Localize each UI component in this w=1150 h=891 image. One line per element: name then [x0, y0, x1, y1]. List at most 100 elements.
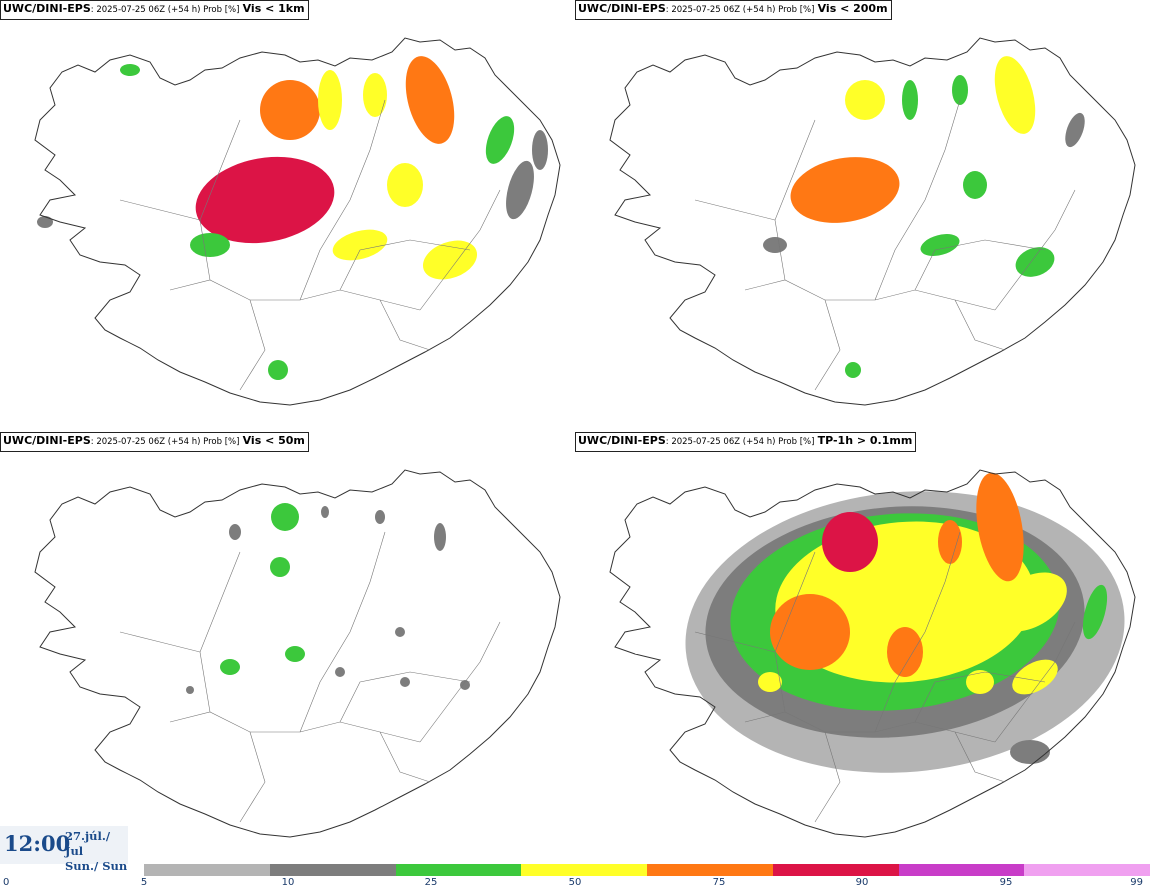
probability-area [332, 229, 388, 261]
probability-area [1010, 740, 1050, 764]
region-border [954, 299, 1006, 351]
iceland-map [34, 469, 561, 838]
coastline [34, 469, 561, 838]
probability-area [37, 216, 53, 228]
probability-area [506, 160, 534, 220]
probability-area [994, 56, 1036, 134]
colorbar-tick-label: 50 [568, 877, 582, 888]
region-border [914, 239, 1046, 291]
valid-time-box: 12:00 27.júl./ Jul Sun./ Sun [0, 826, 128, 873]
region-border [874, 99, 961, 301]
probability-area [920, 234, 960, 256]
region-border [954, 731, 1006, 783]
probability-area [1065, 112, 1085, 148]
probability-area [758, 672, 782, 692]
region-border [379, 731, 431, 783]
panel-title: UWC/DINI-EPS: 2025-07-25 06Z (+54 h) Pro… [0, 0, 309, 20]
probability-area [363, 73, 387, 117]
probability-area [976, 472, 1024, 582]
colorbar-segment [647, 864, 773, 876]
panel-title: UWC/DINI-EPS: 2025-07-25 06Z (+54 h) Pro… [575, 432, 917, 452]
probability-field [763, 56, 1085, 378]
coastline [34, 37, 561, 406]
colorbar-segment [395, 864, 522, 876]
probability-area [1012, 659, 1058, 695]
colorbar-segment [144, 864, 270, 876]
probability-area [845, 362, 861, 378]
region-border [814, 299, 841, 391]
iceland-map [609, 469, 1136, 838]
probability-area [186, 686, 194, 694]
colorbar-tick-label: 90 [855, 877, 869, 888]
map-panel-precip: UWC/DINI-EPS: 2025-07-25 06Z (+54 h) Pro… [575, 432, 1150, 864]
probability-area [887, 627, 923, 677]
colorbar-segment [898, 864, 1025, 876]
probability-area [1015, 247, 1055, 277]
probability-area [285, 646, 305, 662]
probability-area [485, 116, 515, 164]
probability-area [952, 75, 968, 105]
valid-time: 12:00 [4, 831, 71, 856]
iceland-map [34, 37, 561, 406]
colorbar-tick-label: 95 [999, 877, 1013, 888]
region-border [814, 731, 841, 823]
region-border [379, 299, 431, 351]
region-border [239, 731, 266, 823]
region-border [994, 189, 1076, 311]
probability-area [1082, 584, 1108, 640]
probability-area [318, 70, 342, 130]
coastline [609, 37, 1136, 406]
region-border [694, 631, 776, 653]
region-border [299, 531, 386, 733]
probability-area [220, 659, 240, 675]
region-border [774, 551, 816, 713]
probability-area [902, 80, 918, 120]
map-panel-vis-1km: UWC/DINI-EPS: 2025-07-25 06Z (+54 h) Pro… [0, 0, 575, 432]
probability-area [400, 677, 410, 687]
valid-date: 27.júl./ Jul Sun./ Sun [65, 829, 128, 874]
probability-area [190, 233, 230, 257]
panel-title: UWC/DINI-EPS: 2025-07-25 06Z (+54 h) Pro… [575, 0, 892, 20]
probability-area [375, 510, 385, 524]
probability-area [460, 680, 470, 690]
probability-area [434, 523, 446, 551]
probability-area [938, 520, 962, 564]
colorbar-segment [269, 864, 396, 876]
probability-area [532, 130, 548, 170]
valid-date-line2: Sun./ Sun [65, 859, 128, 873]
coastline [609, 469, 1136, 838]
region-border [239, 299, 266, 391]
probability-area [195, 156, 335, 244]
probability-area [229, 524, 241, 540]
colorbar-segment [772, 864, 899, 876]
probability-area [790, 157, 900, 223]
probability-area [956, 600, 984, 664]
probability-area [270, 557, 290, 577]
probability-area [405, 56, 455, 144]
probability-area [321, 506, 329, 518]
region-border [874, 531, 961, 733]
probability-area [963, 171, 987, 199]
probability-area [335, 667, 345, 677]
region-border [419, 621, 501, 743]
colorbar-segment [521, 864, 647, 876]
colorbar-tick-label: 75 [712, 877, 726, 888]
colorbar-tick-label: 5 [140, 877, 148, 888]
region-border [199, 119, 241, 281]
region-border [339, 671, 471, 723]
map-panel-vis-200m: UWC/DINI-EPS: 2025-07-25 06Z (+54 h) Pro… [575, 0, 1150, 432]
colorbar-tick-label: 0 [3, 877, 10, 888]
region-border [119, 631, 201, 653]
probability-area [387, 163, 423, 207]
region-border [914, 671, 1046, 723]
probability-area [395, 627, 405, 637]
region-border [299, 99, 386, 301]
valid-date-line1: 27.júl./ Jul [65, 829, 111, 858]
region-border [419, 189, 501, 311]
panel-title: UWC/DINI-EPS: 2025-07-25 06Z (+54 h) Pro… [0, 432, 309, 452]
map-panel-vis-50m: UWC/DINI-EPS: 2025-07-25 06Z (+54 h) Pro… [0, 432, 575, 864]
region-border [774, 119, 816, 281]
probability-area [845, 80, 885, 120]
region-border [199, 551, 241, 713]
colorbar-tick-label: 25 [424, 877, 438, 888]
